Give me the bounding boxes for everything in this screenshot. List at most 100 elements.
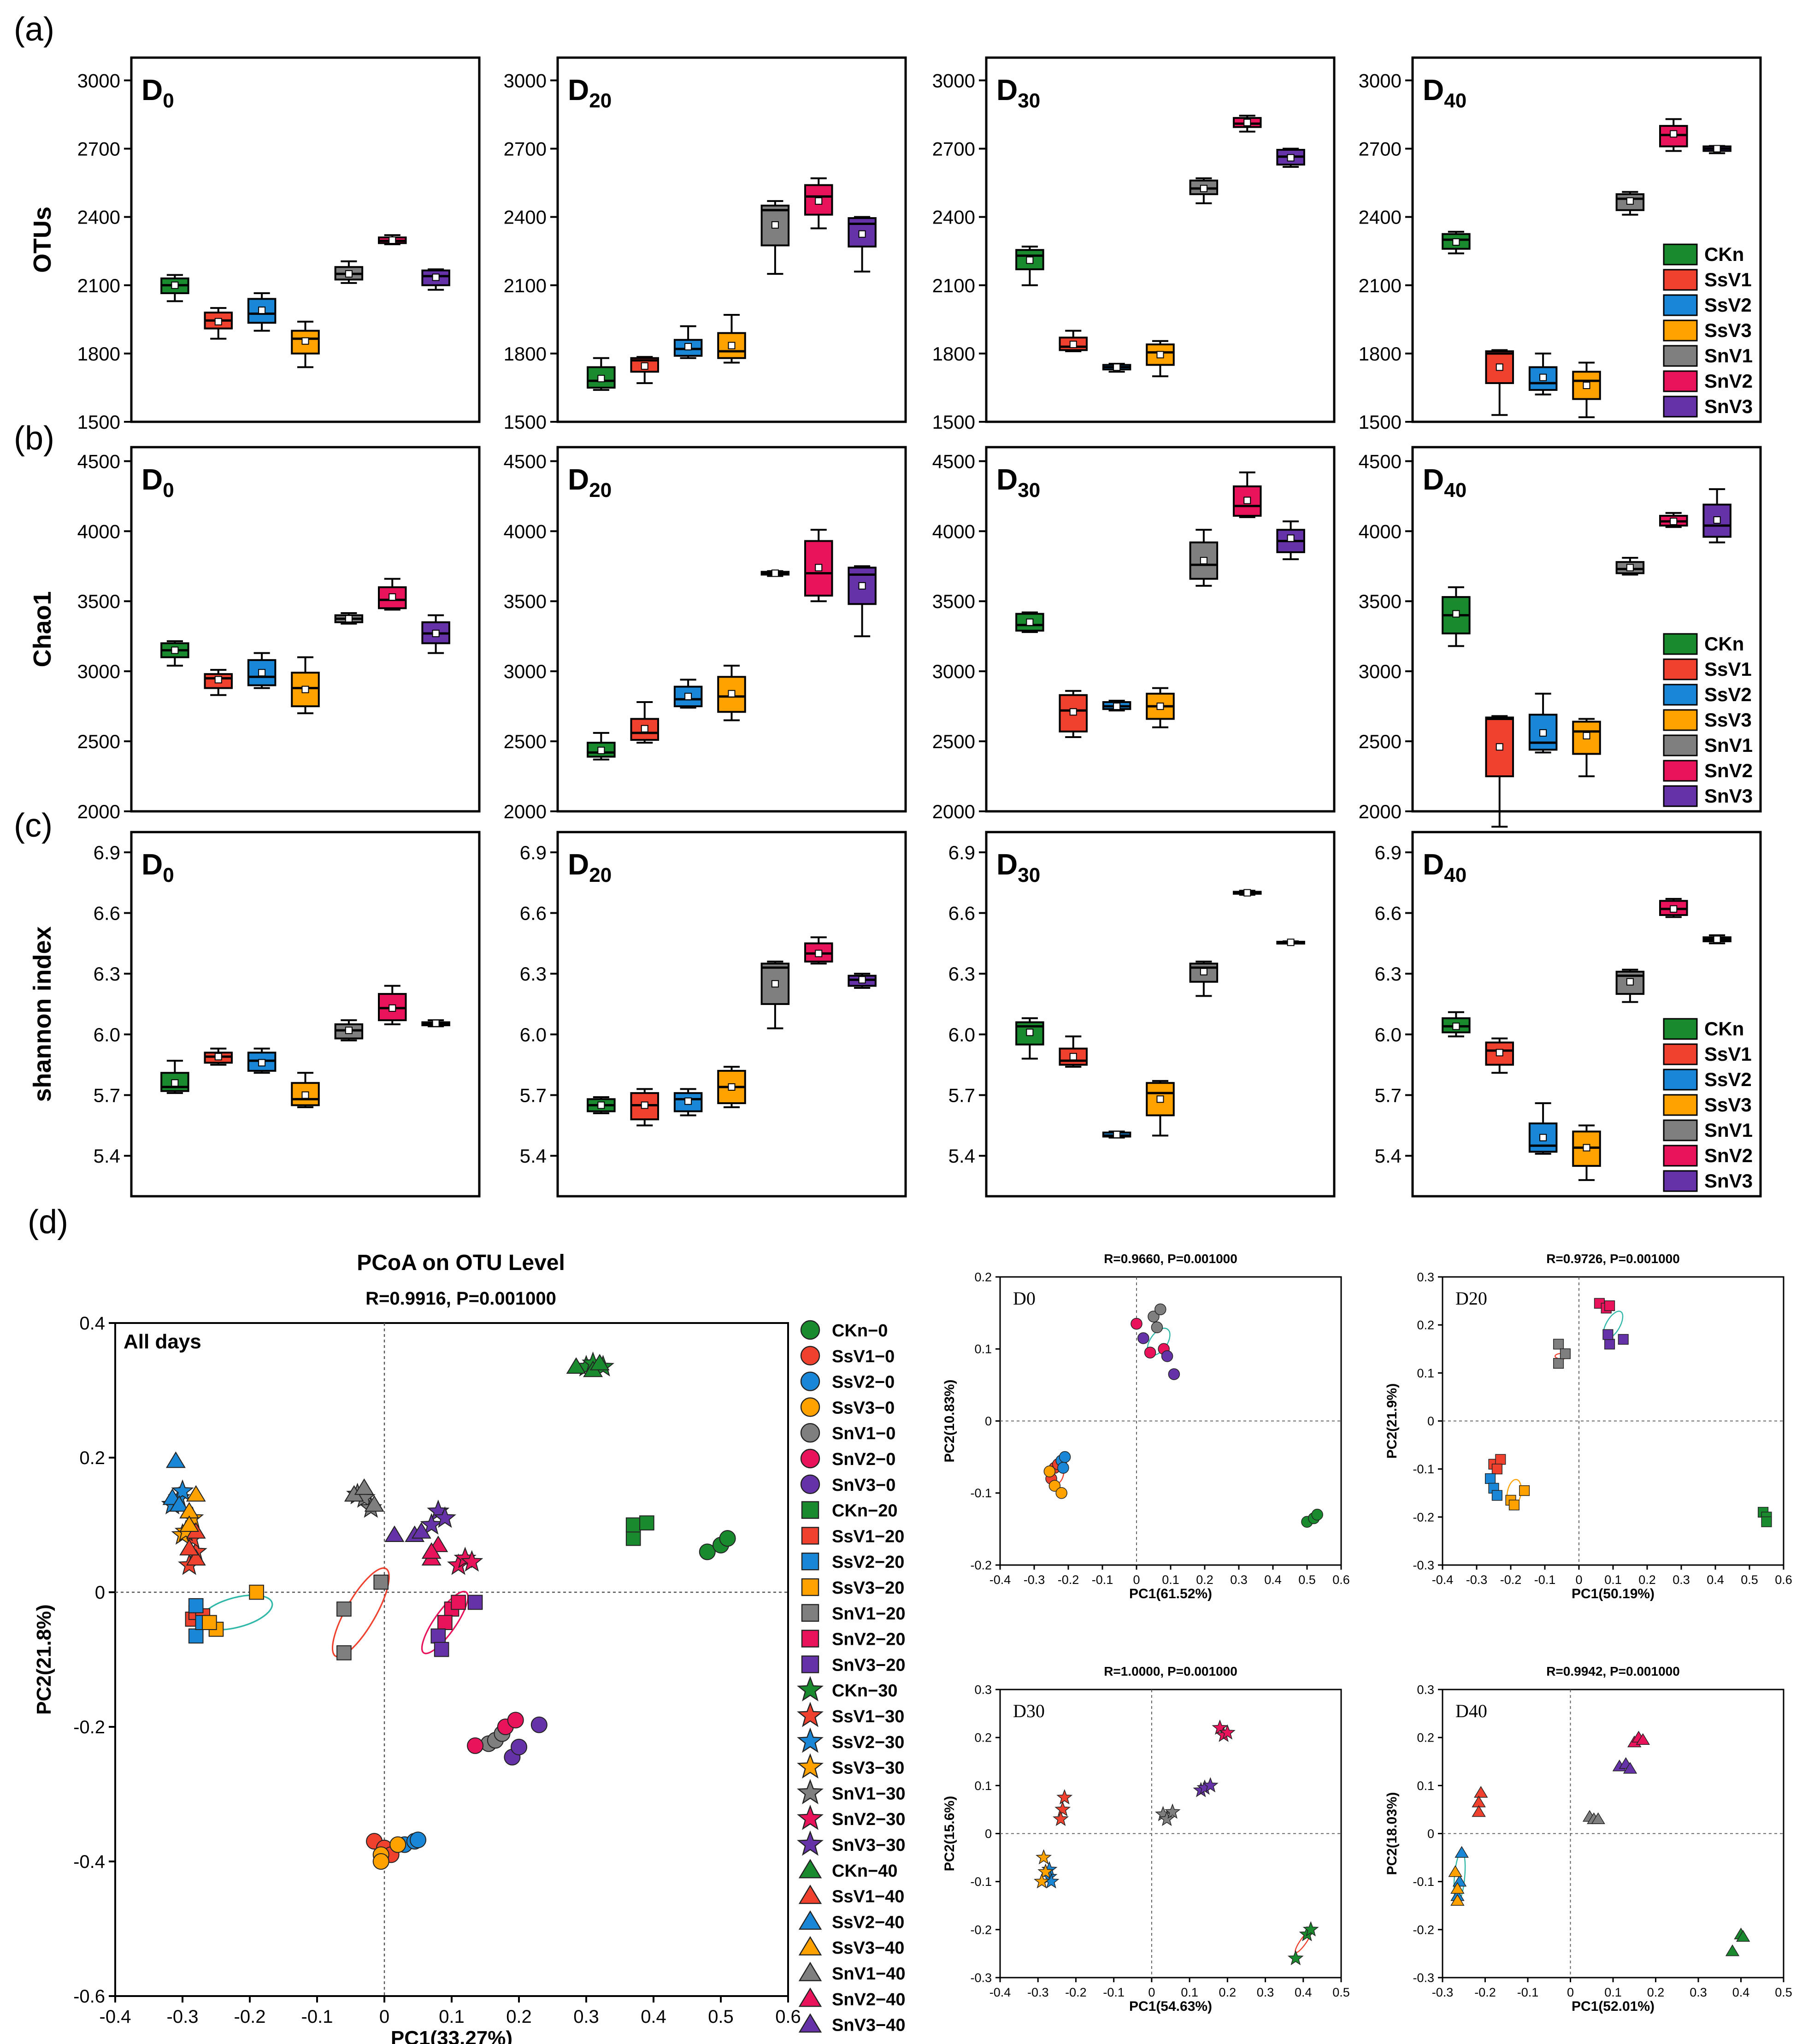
box-panel: 5.4 5.7 6.0 6.3 6.6 6.9 D40 CKn SsV1 SsV2 SsV3 SnV1… bbox=[1375, 831, 1762, 1198]
legend-marker-SsV3-square bbox=[801, 1578, 819, 1596]
box-SsV2 bbox=[673, 679, 703, 709]
legend-marker-SnV3-circle bbox=[800, 1474, 820, 1495]
point-SsV3-triangle bbox=[186, 1485, 206, 1502]
box-panel: 1500 1800 2100 2400 2700 3000 D40 CKn SsV1 SsV2 Ss… bbox=[1359, 56, 1762, 433]
point-SsV2-circle bbox=[1059, 1451, 1071, 1463]
point-SsV1-triangle bbox=[179, 1539, 200, 1556]
point-SnV2-circle bbox=[1131, 1317, 1143, 1330]
y-tick-label: 2700 bbox=[77, 138, 120, 160]
mean-marker bbox=[771, 221, 779, 229]
legend-label: SnV2−40 bbox=[832, 1990, 906, 2009]
legend-label: SsV2−20 bbox=[832, 1553, 904, 1572]
x-tick-label: 0.6 bbox=[1775, 1573, 1792, 1587]
box-SnV1 bbox=[1189, 177, 1219, 204]
mean-marker bbox=[389, 1004, 396, 1012]
mean-marker bbox=[858, 582, 866, 590]
legend-marker-SsV1-circle bbox=[800, 1346, 820, 1366]
legend-marker-SsV1-square bbox=[801, 1527, 819, 1545]
box-SnV2 bbox=[804, 529, 833, 603]
mean-marker bbox=[1113, 1131, 1121, 1139]
y-tick-label: 4500 bbox=[504, 450, 547, 472]
legend-label: SnV2−0 bbox=[832, 1450, 895, 1469]
panel-frame bbox=[556, 56, 907, 423]
y-tick-label: -0.4 bbox=[73, 1852, 105, 1872]
y-tick-label: 0.2 bbox=[1417, 1731, 1434, 1745]
legend-marker-SnV2-triangle bbox=[798, 1987, 822, 2007]
point-SsV2-circle bbox=[1057, 1462, 1069, 1474]
mean-marker bbox=[1713, 516, 1721, 524]
y-tick-label: 2400 bbox=[77, 207, 120, 228]
point-CKn-triangle bbox=[589, 1353, 610, 1371]
box-SsV1 bbox=[1485, 1037, 1514, 1074]
box-SsV2 bbox=[1102, 363, 1131, 373]
y-tick-label: 2500 bbox=[1359, 731, 1402, 752]
legend-label-SnV2: SnV2 bbox=[1704, 1145, 1753, 1166]
box-SsV2 bbox=[1102, 699, 1131, 712]
mean-marker bbox=[641, 362, 648, 370]
box-SnV3 bbox=[1276, 939, 1305, 946]
y-tick-label: 0.1 bbox=[974, 1779, 992, 1793]
mean-marker bbox=[597, 375, 605, 383]
mean-marker bbox=[1452, 610, 1460, 618]
y-tick-label: 6.0 bbox=[948, 1024, 975, 1046]
y-tick-label: 1500 bbox=[77, 411, 120, 433]
point-SsV2-star bbox=[171, 1479, 194, 1501]
x-tick-label: 0.1 bbox=[1604, 1573, 1622, 1587]
mean-marker bbox=[214, 318, 222, 325]
mean-marker bbox=[1156, 351, 1164, 359]
panel-label-d: (d) bbox=[28, 1204, 68, 1241]
box-CKn bbox=[160, 1059, 189, 1094]
legend-swatch-SsV3 bbox=[1663, 1094, 1698, 1116]
y-tick-label: 0 bbox=[985, 1414, 992, 1428]
y-tick-label: 0.3 bbox=[1417, 1683, 1434, 1696]
mean-marker bbox=[728, 1083, 736, 1091]
y-axis-label: Chao1 bbox=[29, 591, 56, 667]
point-SsV3-star bbox=[1037, 1863, 1054, 1879]
y-tick-label: 5.4 bbox=[520, 1145, 547, 1167]
point-SsV2-triangle bbox=[1455, 1846, 1469, 1858]
box-SsV2 bbox=[247, 652, 277, 689]
box-panel: 5.4 5.7 6.0 6.3 6.6 6.9 D30 bbox=[948, 831, 1336, 1198]
box-SsV2 bbox=[1528, 352, 1558, 396]
legend-swatch-SsV1 bbox=[1663, 658, 1698, 680]
box-SnV1 bbox=[1189, 529, 1219, 587]
mean-marker bbox=[815, 197, 823, 205]
x-tick-label: 0 bbox=[1133, 1573, 1140, 1587]
legend-label: CKn−40 bbox=[832, 1861, 898, 1881]
box-SnV2 bbox=[1659, 512, 1688, 528]
box-SsV3 bbox=[1572, 718, 1601, 778]
box-SnV1 bbox=[1615, 191, 1645, 216]
point-SnV2-star bbox=[1212, 1719, 1228, 1735]
x-tick-label: 0.6 bbox=[1332, 1573, 1350, 1587]
box-panel: 1500 1800 2100 2400 2700 3000 D0 bbox=[77, 56, 481, 433]
box-SsV1 bbox=[204, 669, 233, 696]
point-SnV3-square bbox=[434, 1642, 449, 1657]
x-tick-label: 0.4 bbox=[1707, 1573, 1724, 1587]
box-SsV3 bbox=[291, 1072, 320, 1108]
mean-marker bbox=[815, 564, 823, 572]
point-SsV1-star bbox=[1054, 1801, 1071, 1817]
point-SsV3-circle bbox=[1055, 1487, 1067, 1499]
point-SnV2-circle bbox=[467, 1737, 484, 1754]
legend-label-CKn: CKn bbox=[1704, 243, 1744, 265]
x-tick-label: -0.3 bbox=[167, 2007, 199, 2027]
box-SnV3 bbox=[1702, 934, 1731, 945]
x-tick-label: -0.2 bbox=[1500, 1573, 1522, 1587]
y-tick-label: 2400 bbox=[504, 207, 547, 228]
y-tick-label: -0.3 bbox=[1413, 1971, 1434, 1985]
y-tick-label: 2000 bbox=[77, 801, 120, 822]
box-SnV3 bbox=[848, 973, 877, 989]
x-tick-label: 0.2 bbox=[1638, 1573, 1656, 1587]
point-SnV3-circle bbox=[1137, 1332, 1149, 1344]
mean-marker bbox=[1539, 373, 1547, 381]
mean-marker bbox=[1496, 1049, 1503, 1057]
legend-marker-CKn-triangle bbox=[798, 1859, 822, 1879]
box-plot-rows: OTUs 1500 1800 2100 2400 2700 3000 D0 1500 1800 21… bbox=[29, 56, 1762, 1198]
legend-label: SnV3−40 bbox=[832, 2016, 906, 2035]
legend-label-CKn: CKn bbox=[1704, 633, 1744, 655]
box-SnV3 bbox=[1276, 148, 1305, 168]
point-SsV2-square bbox=[1485, 1473, 1496, 1484]
point-CKn-triangle bbox=[1725, 1944, 1740, 1956]
mean-marker bbox=[858, 976, 866, 984]
x-tick-label: -0.1 bbox=[1534, 1573, 1556, 1587]
